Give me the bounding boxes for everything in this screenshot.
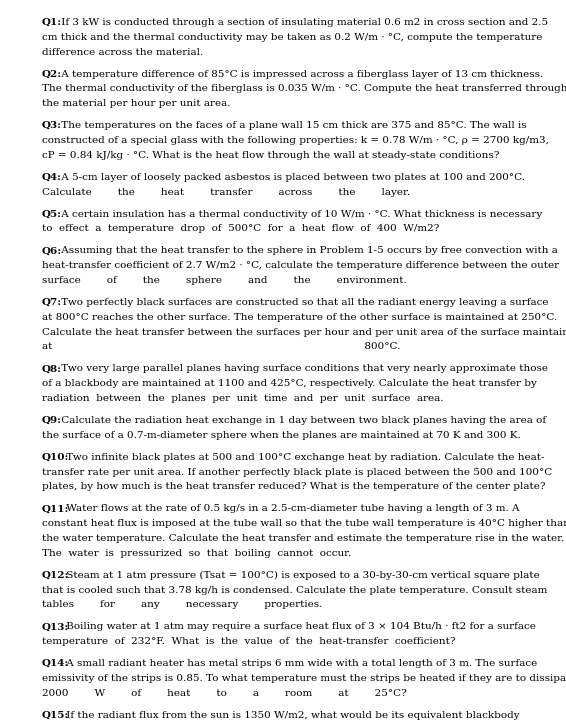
Text: heat-transfer coefficient of 2.7 W/m2 · °C, calculate the temperature difference: heat-transfer coefficient of 2.7 W/m2 · … [42,261,559,270]
Text: Steam at 1 atm pressure (Tsat = 100°C) is exposed to a 30-by-30-cm vertical squa: Steam at 1 atm pressure (Tsat = 100°C) i… [63,570,539,580]
Text: If the radiant flux from the sun is 1350 W/m2, what would be its equivalent blac: If the radiant flux from the sun is 1350… [63,711,520,720]
Text: transfer rate per unit area. If another perfectly black plate is placed between : transfer rate per unit area. If another … [42,468,552,476]
Text: Q7:: Q7: [42,298,62,307]
Text: The  water  is  pressurized  so  that  boiling  cannot  occur.: The water is pressurized so that boiling… [42,549,351,558]
Text: Q8:: Q8: [42,364,62,373]
Text: Q11:: Q11: [42,505,70,513]
Text: Q15:: Q15: [42,711,69,720]
Text: Two very large parallel planes having surface conditions that very nearly approx: Two very large parallel planes having su… [58,364,547,373]
Text: that is cooled such that 3.78 kg/h is condensed. Calculate the plate temperature: that is cooled such that 3.78 kg/h is co… [42,586,547,594]
Text: to  effect  a  temperature  drop  of  500°C  for  a  heat  flow  of  400  W/m2?: to effect a temperature drop of 500°C fo… [42,224,439,234]
Text: cm thick and the thermal conductivity may be taken as 0.2 W/m · °C, compute the : cm thick and the thermal conductivity ma… [42,33,542,42]
Text: cP = 0.84 kJ/kg · °C. What is the heat flow through the wall at steady-state con: cP = 0.84 kJ/kg · °C. What is the heat f… [42,151,499,160]
Text: Q1:: Q1: [42,18,62,27]
Text: difference across the material.: difference across the material. [42,48,203,56]
Text: Assuming that the heat transfer to the sphere in Problem 1-5 occurs by free conv: Assuming that the heat transfer to the s… [58,247,558,255]
Text: The thermal conductivity of the fiberglass is 0.035 W/m · °C. Compute the heat t: The thermal conductivity of the fibergla… [42,85,566,93]
Text: Calculate the heat transfer between the surfaces per hour and per unit area of t: Calculate the heat transfer between the … [42,328,566,337]
Text: The temperatures on the faces of a plane wall 15 cm thick are 375 and 85°C. The : The temperatures on the faces of a plane… [58,121,526,130]
Text: temperature  of  232°F.  What  is  the  value  of  the  heat-transfer  coefficie: temperature of 232°F. What is the value … [42,637,456,646]
Text: Water flows at the rate of 0.5 kg/s in a 2.5-cm-diameter tube having a length of: Water flows at the rate of 0.5 kg/s in a… [63,505,519,513]
Text: If 3 kW is conducted through a section of insulating material 0.6 m2 in cross se: If 3 kW is conducted through a section o… [58,18,548,27]
Text: surface        of        the        sphere        and        the        environm: surface of the sphere and the environm [42,276,407,285]
Text: emissivity of the strips is 0.85. To what temperature must the strips be heated : emissivity of the strips is 0.85. To wha… [42,674,566,683]
Text: Two perfectly black surfaces are constructed so that all the radiant energy leav: Two perfectly black surfaces are constru… [58,298,548,307]
Text: Calculate the radiation heat exchange in 1 day between two black planes having t: Calculate the radiation heat exchange in… [58,416,546,425]
Text: A small radiant heater has metal strips 6 mm wide with a total length of 3 m. Th: A small radiant heater has metal strips … [63,659,537,668]
Text: at                                                                              : at [42,343,400,351]
Text: Q14:: Q14: [42,659,69,668]
Text: Calculate        the        heat        transfer        across        the       : Calculate the heat transfer across the [42,187,410,197]
Text: Boiling water at 1 atm may require a surface heat flux of 3 × 104 Btu/h · ft2 fo: Boiling water at 1 atm may require a sur… [63,623,535,631]
Text: A temperature difference of 85°C is impressed across a fiberglass layer of 13 cm: A temperature difference of 85°C is impr… [58,69,543,79]
Text: Q3:: Q3: [42,121,62,130]
Text: the water temperature. Calculate the heat transfer and estimate the temperature : the water temperature. Calculate the hea… [42,534,564,543]
Text: radiation  between  the  planes  per  unit  time  and  per  unit  surface  area.: radiation between the planes per unit ti… [42,394,444,403]
Text: Q5:: Q5: [42,210,62,218]
Text: the material per hour per unit area.: the material per hour per unit area. [42,99,230,108]
Text: Q6:: Q6: [42,247,62,255]
Text: tables        for        any        necessary        properties.: tables for any necessary properties. [42,600,323,609]
Text: Q13:: Q13: [42,623,69,631]
Text: Q2:: Q2: [42,69,62,79]
Text: the surface of a 0.7-m-diameter sphere when the planes are maintained at 70 K an: the surface of a 0.7-m-diameter sphere w… [42,431,521,440]
Text: at 800°C reaches the other surface. The temperature of the other surface is main: at 800°C reaches the other surface. The … [42,313,558,322]
Text: plates, by how much is the heat transfer reduced? What is the temperature of the: plates, by how much is the heat transfer… [42,482,546,492]
Text: 2000        W        of        heat        to        a        room        at    : 2000 W of heat to a room at [42,689,407,698]
Text: of a blackbody are maintained at 1100 and 425°C, respectively. Calculate the hea: of a blackbody are maintained at 1100 an… [42,379,537,388]
Text: A certain insulation has a thermal conductivity of 10 W/m · °C. What thickness i: A certain insulation has a thermal condu… [58,210,542,218]
Text: Q12:: Q12: [42,570,70,580]
Text: A 5-cm layer of loosely packed asbestos is placed between two plates at 100 and : A 5-cm layer of loosely packed asbestos … [58,173,525,181]
Text: constant heat flux is imposed at the tube wall so that the tube wall temperature: constant heat flux is imposed at the tub… [42,519,566,529]
Text: Q9:: Q9: [42,416,62,425]
Text: Q4:: Q4: [42,173,62,181]
Text: Q10:: Q10: [42,453,70,462]
Text: Two infinite black plates at 500 and 100°C exchange heat by radiation. Calculate: Two infinite black plates at 500 and 100… [63,453,544,462]
Text: constructed of a special glass with the following properties: k = 0.78 W/m · °C,: constructed of a special glass with the … [42,136,549,145]
